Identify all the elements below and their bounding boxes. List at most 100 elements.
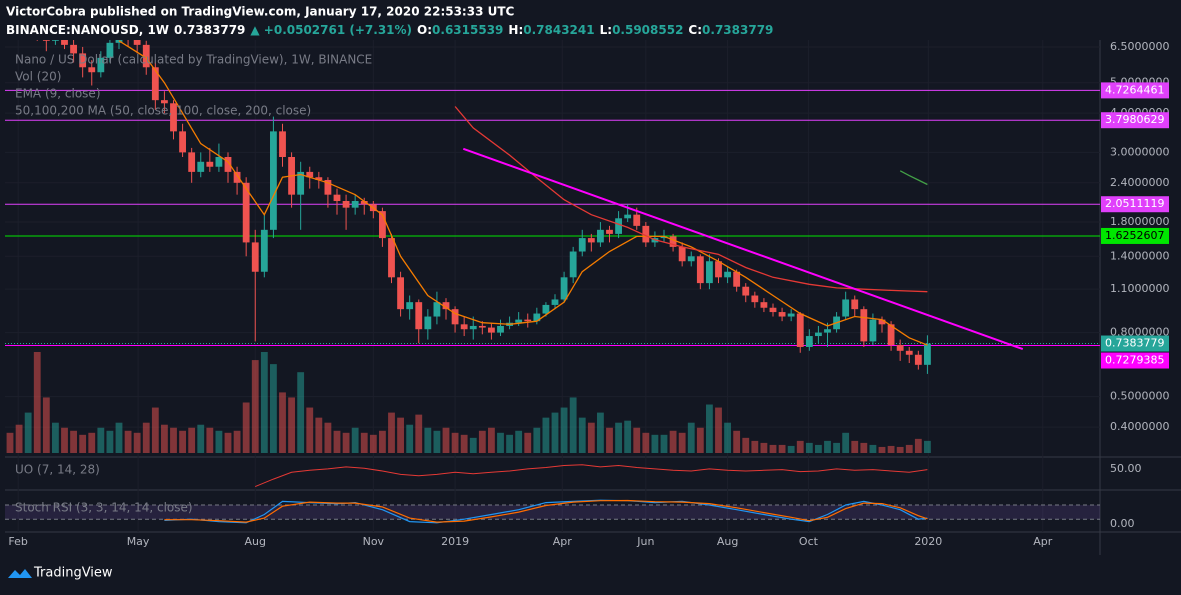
x-tick-label: Aug: [717, 535, 738, 548]
volume-bar: [324, 422, 332, 453]
volume-bar: [878, 446, 886, 453]
volume-bar: [515, 430, 523, 453]
candle-body: [179, 131, 186, 153]
volume-bar: [706, 404, 713, 453]
level-label: 0.7279385: [1105, 354, 1165, 367]
volume-bar: [242, 402, 250, 453]
candle-body: [787, 313, 795, 317]
candle-body: [424, 316, 432, 330]
volume-bar: [215, 430, 223, 453]
volume-bar: [805, 442, 813, 453]
volume-bar: [52, 422, 59, 453]
candle-body: [488, 327, 495, 333]
volume-bar: [142, 422, 150, 453]
candle-body: [842, 299, 850, 317]
candle-body: [715, 261, 722, 278]
volume-bar: [406, 424, 414, 453]
volume-bar: [742, 437, 750, 453]
change: ▲ +0.0502761 (+7.31%): [250, 23, 412, 37]
candle-body: [151, 67, 159, 101]
volume-bar: [379, 430, 386, 453]
volume-bar: [360, 432, 368, 453]
candle-body: [206, 161, 214, 167]
ohlc-value: 0.6315539: [432, 23, 503, 37]
candle-body: [106, 42, 114, 58]
candle-body: [678, 246, 686, 262]
volume-bar: [397, 417, 404, 453]
volume-bar: [833, 442, 840, 453]
volume-bar: [424, 427, 432, 453]
volume-bar: [6, 432, 14, 453]
candle-body: [233, 171, 241, 183]
level-label: 3.7980629: [1105, 113, 1165, 126]
candle-body: [297, 171, 305, 195]
candle-body: [687, 256, 695, 262]
volume-bar: [669, 430, 677, 453]
volume-bar: [497, 432, 504, 453]
y-tick-label: 3.0000000: [1110, 145, 1170, 158]
volume-bar: [851, 440, 859, 453]
candle-body: [724, 271, 731, 278]
volume-bar: [578, 417, 586, 453]
candle-body: [324, 179, 332, 195]
volume-bar: [642, 432, 650, 453]
volume-bar: [351, 427, 359, 453]
candle-body: [569, 251, 577, 278]
candle-body: [633, 214, 641, 226]
volume-bar: [88, 432, 96, 453]
volume-bar: [905, 444, 913, 453]
volume-bar: [869, 444, 877, 453]
candle-body: [778, 312, 786, 317]
candle-body: [70, 44, 77, 54]
last-price: 0.7383779: [174, 23, 245, 37]
volume-bar: [279, 392, 286, 453]
ohlc-value: 0.5908552: [612, 23, 683, 37]
volume-bar: [724, 422, 731, 453]
y-tick-label: 1.4000000: [1110, 249, 1170, 262]
header-line1: VictorCobra published on TradingView.com…: [6, 5, 515, 19]
volume-bar: [542, 417, 550, 453]
header-line2: BINANCE:NANOUSD, 1W 0.7383779 ▲ +0.0502761…: [6, 23, 773, 37]
volume-bar: [769, 444, 777, 453]
volume-bar: [197, 424, 205, 453]
candle-body: [878, 319, 886, 325]
volume-bar: [914, 438, 922, 453]
level-label: 4.7264461: [1105, 83, 1165, 96]
volume-bar: [751, 440, 759, 453]
volume-bar: [97, 427, 105, 453]
volume-bar: [15, 424, 23, 453]
candle-body: [451, 309, 459, 325]
volume-bar: [842, 432, 850, 453]
candle-body: [642, 225, 650, 243]
volume-bar: [233, 430, 241, 453]
volume-bar: [388, 412, 395, 453]
pane-title: Stoch RSI (3, 3, 14, 14, close): [15, 501, 193, 515]
x-tick-label: Jun: [636, 535, 654, 548]
volume-bar: [333, 430, 341, 453]
y-tick-label: 0.5000000: [1110, 390, 1170, 403]
volume-bar: [251, 360, 259, 453]
candle-body: [397, 277, 404, 310]
volume-bar: [506, 434, 513, 453]
candle-body: [769, 307, 777, 313]
y-tick-label: 1.1000000: [1110, 282, 1170, 295]
legend-entry: Nano / US Dollar (calculated by TradingV…: [15, 53, 372, 67]
volume-bar: [151, 407, 159, 453]
candle-body: [279, 131, 286, 157]
volume-bar: [597, 412, 604, 453]
candle-body: [542, 304, 550, 314]
volume-bar: [815, 444, 822, 453]
candle-body: [406, 302, 414, 310]
volume-bar: [660, 434, 668, 453]
ohlc-key: L:: [600, 23, 612, 37]
ohlc-value: 0.7383779: [702, 23, 773, 37]
volume-bar: [560, 407, 568, 453]
uo-line: [255, 464, 928, 488]
candle-body: [606, 229, 613, 234]
indicator-line: [899, 170, 928, 186]
candle-body: [869, 319, 877, 342]
candle-body: [587, 238, 595, 243]
candle-body: [61, 40, 68, 45]
candle-body: [733, 271, 741, 287]
